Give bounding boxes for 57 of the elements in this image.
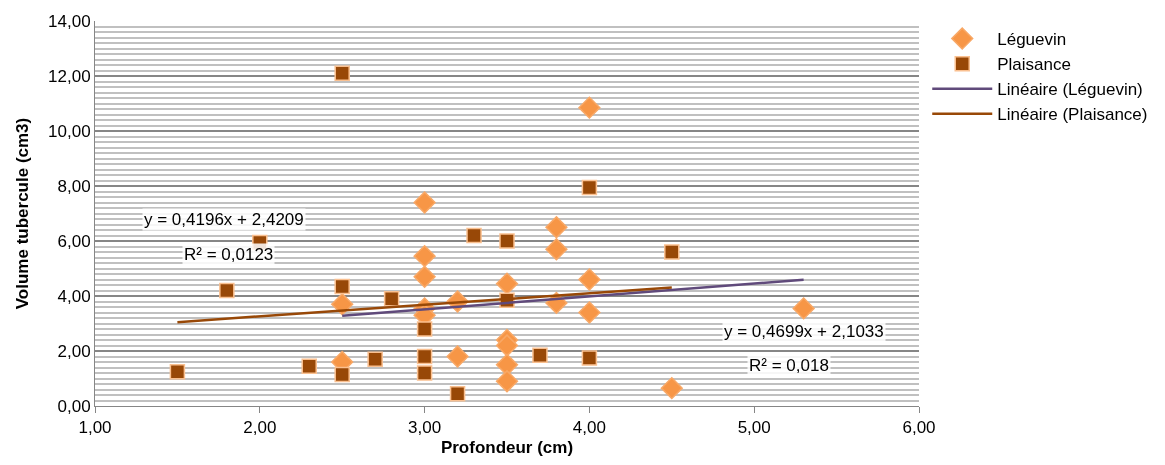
point xyxy=(466,227,482,244)
point xyxy=(169,363,186,380)
legend-label: Linéaire (Plaisance) xyxy=(997,105,1148,125)
x-tick-label: 4,00 xyxy=(572,418,606,438)
point xyxy=(416,321,433,337)
annotation: y = 0,4699x + 2,1033 xyxy=(724,322,884,341)
point xyxy=(581,350,598,366)
point xyxy=(446,345,469,368)
y-axis-title: Volume tubercule (cm3) xyxy=(12,117,32,310)
point xyxy=(413,191,436,214)
legend-label: Léguevin xyxy=(997,30,1067,50)
x-tick-label: 2,00 xyxy=(243,418,277,438)
point xyxy=(495,272,519,295)
point xyxy=(413,244,436,268)
point xyxy=(416,365,433,381)
y-tick-label: 14,00 xyxy=(48,11,91,31)
y-tick-label: 12,00 xyxy=(48,66,91,86)
point xyxy=(334,278,350,295)
point xyxy=(367,351,383,367)
point xyxy=(545,216,568,239)
x-tick-label: 5,00 xyxy=(737,418,771,438)
annotation: R² = 0,0123 xyxy=(184,245,274,264)
point xyxy=(495,370,519,393)
y-tick-label: 4,00 xyxy=(57,286,91,306)
point xyxy=(301,358,317,374)
x-tick-label: 3,00 xyxy=(408,418,442,438)
annotation: R² = 0,018 xyxy=(749,356,829,375)
point xyxy=(413,265,436,288)
point xyxy=(545,238,568,261)
point xyxy=(495,353,519,376)
point xyxy=(334,366,350,383)
point xyxy=(495,334,519,357)
point xyxy=(532,347,548,363)
point xyxy=(578,301,601,324)
annotation: y = 0,4196x + 2,4209 xyxy=(144,210,304,229)
point xyxy=(581,179,598,196)
y-tick-label: 10,00 xyxy=(48,121,91,141)
point xyxy=(383,291,400,307)
point xyxy=(660,376,683,400)
x-axis-title: Profondeur (cm) xyxy=(440,437,574,457)
point xyxy=(449,385,466,402)
legend-label: Linéaire (Léguevin) xyxy=(997,80,1143,100)
point xyxy=(578,268,601,291)
x-tick-label: 1,00 xyxy=(78,418,112,438)
y-tick-label: 8,00 xyxy=(57,176,91,196)
point xyxy=(416,348,433,365)
point xyxy=(334,65,350,81)
y-tick-label: 0,00 xyxy=(57,396,91,416)
y-tick-label: 6,00 xyxy=(57,231,91,251)
point xyxy=(664,244,680,260)
y-tick-label: 2,00 xyxy=(57,341,91,361)
x-tick-label: 6,00 xyxy=(902,418,936,438)
legend-label: Plaisance xyxy=(997,55,1071,75)
point xyxy=(219,282,235,299)
point xyxy=(578,96,601,119)
point xyxy=(792,297,815,320)
point xyxy=(499,233,515,249)
